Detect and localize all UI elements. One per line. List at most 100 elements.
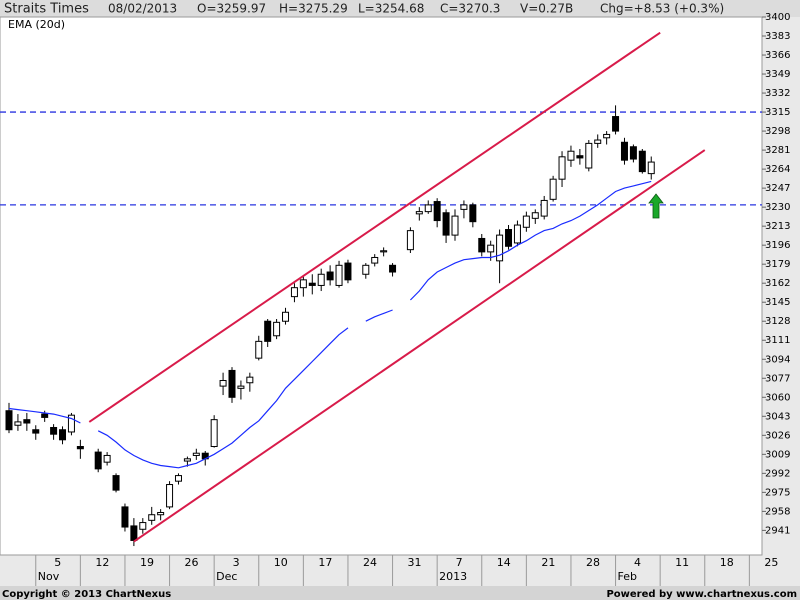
x-tick-label: 3 bbox=[233, 556, 240, 569]
header-band bbox=[0, 0, 800, 17]
candle-body bbox=[94, 451, 102, 470]
y-tick-label: 3009 bbox=[765, 449, 790, 460]
candle-body bbox=[612, 116, 620, 132]
candle-body bbox=[290, 287, 298, 298]
candle-body bbox=[317, 273, 325, 286]
candle-body bbox=[326, 271, 334, 281]
candle-body bbox=[433, 201, 441, 222]
candle-body bbox=[451, 215, 459, 236]
header-item: V=0.27B bbox=[520, 2, 573, 16]
header-item: O=3259.97 bbox=[197, 2, 266, 16]
x-tick-label: 25 bbox=[764, 556, 778, 569]
header-item: 08/02/2013 bbox=[108, 2, 177, 16]
candle-body bbox=[299, 279, 307, 289]
month-label: Feb bbox=[618, 570, 637, 583]
candle-body bbox=[496, 234, 504, 262]
candle-body bbox=[371, 256, 379, 264]
ema-line bbox=[8, 180, 652, 469]
candle-body bbox=[237, 385, 245, 389]
candle-body bbox=[273, 321, 281, 337]
candle-body bbox=[406, 230, 414, 251]
y-tick-label: 3366 bbox=[765, 50, 790, 61]
header-item: Chg=+8.53 (+0.3%) bbox=[600, 2, 724, 16]
y-tick-label: 3400 bbox=[765, 12, 790, 23]
y-tick-label: 3026 bbox=[765, 430, 790, 441]
candle-body bbox=[219, 380, 227, 387]
candle-body bbox=[228, 369, 236, 398]
candle-body bbox=[308, 282, 316, 286]
header-item: C=3270.3 bbox=[440, 2, 500, 16]
up-arrow bbox=[648, 193, 664, 219]
y-tick-label: 3349 bbox=[765, 69, 790, 80]
x-tick-label: 18 bbox=[720, 556, 734, 569]
candle-body bbox=[629, 146, 637, 160]
chart-title: Straits Times bbox=[4, 2, 89, 17]
candle-body bbox=[487, 244, 495, 253]
y-tick-label: 3060 bbox=[765, 392, 790, 403]
candle-body bbox=[585, 142, 593, 169]
candle-body bbox=[362, 264, 370, 275]
candle-body bbox=[522, 215, 530, 228]
y-tick-label: 3128 bbox=[765, 316, 790, 327]
candle-body bbox=[513, 224, 521, 244]
x-tick-label: 24 bbox=[363, 556, 377, 569]
x-tick-label: 5 bbox=[54, 556, 61, 569]
candle-body bbox=[647, 161, 655, 175]
candle-body bbox=[157, 511, 165, 516]
x-tick-label: 28 bbox=[586, 556, 600, 569]
y-tick-label: 3230 bbox=[765, 202, 790, 213]
candle-body bbox=[442, 212, 450, 236]
x-tick-label: 10 bbox=[274, 556, 288, 569]
candle-body bbox=[380, 250, 388, 253]
legend-label: EMA (20d) bbox=[8, 18, 65, 31]
header-item: H=3275.29 bbox=[279, 2, 348, 16]
y-tick-label: 3196 bbox=[765, 240, 790, 251]
candle-body bbox=[335, 264, 343, 286]
candle-body bbox=[603, 133, 611, 139]
candle-body bbox=[148, 514, 156, 521]
candle-body bbox=[5, 410, 13, 431]
candle-body bbox=[130, 525, 138, 541]
footer-band bbox=[0, 586, 800, 600]
y-tick-label: 3213 bbox=[765, 221, 790, 232]
y-tick-label: 3281 bbox=[765, 145, 790, 156]
y-tick-label: 3298 bbox=[765, 126, 790, 137]
candle-body bbox=[23, 419, 31, 424]
candle-body bbox=[638, 150, 646, 173]
candle-body bbox=[32, 429, 40, 434]
signal-arrow bbox=[648, 193, 664, 219]
candle-body bbox=[594, 139, 602, 144]
month-label: Dec bbox=[216, 570, 237, 583]
x-tick-label: 14 bbox=[497, 556, 511, 569]
candle-body bbox=[59, 429, 67, 441]
candle-body bbox=[531, 212, 539, 219]
candle-body bbox=[14, 421, 22, 426]
powered-by: Powered by www.chartnexus.com bbox=[606, 589, 797, 600]
trend-line bbox=[133, 149, 706, 543]
candle-body bbox=[67, 414, 75, 433]
month-label: 2013 bbox=[439, 570, 467, 583]
candle-body bbox=[505, 229, 513, 247]
x-tick-label: 11 bbox=[675, 556, 689, 569]
y-tick-label: 3383 bbox=[765, 31, 790, 42]
x-tick-label: 31 bbox=[408, 556, 422, 569]
y-tick-label: 3179 bbox=[765, 259, 790, 270]
candle-body bbox=[121, 506, 129, 528]
candle-body bbox=[255, 340, 263, 359]
month-label: Nov bbox=[38, 570, 60, 583]
y-tick-label: 3094 bbox=[765, 354, 790, 365]
candle-body bbox=[192, 452, 200, 456]
candle-body bbox=[282, 311, 290, 322]
y-tick-label: 3264 bbox=[765, 164, 790, 175]
y-tick-label: 2992 bbox=[765, 468, 790, 479]
x-tick-label: 26 bbox=[185, 556, 199, 569]
candle-body bbox=[139, 522, 147, 530]
y-tick-label: 3162 bbox=[765, 278, 790, 289]
header-item: L=3254.68 bbox=[358, 2, 424, 16]
candle-body bbox=[246, 376, 254, 384]
candle-body bbox=[576, 155, 584, 159]
candle-body bbox=[549, 178, 557, 200]
plot-area bbox=[0, 16, 763, 556]
